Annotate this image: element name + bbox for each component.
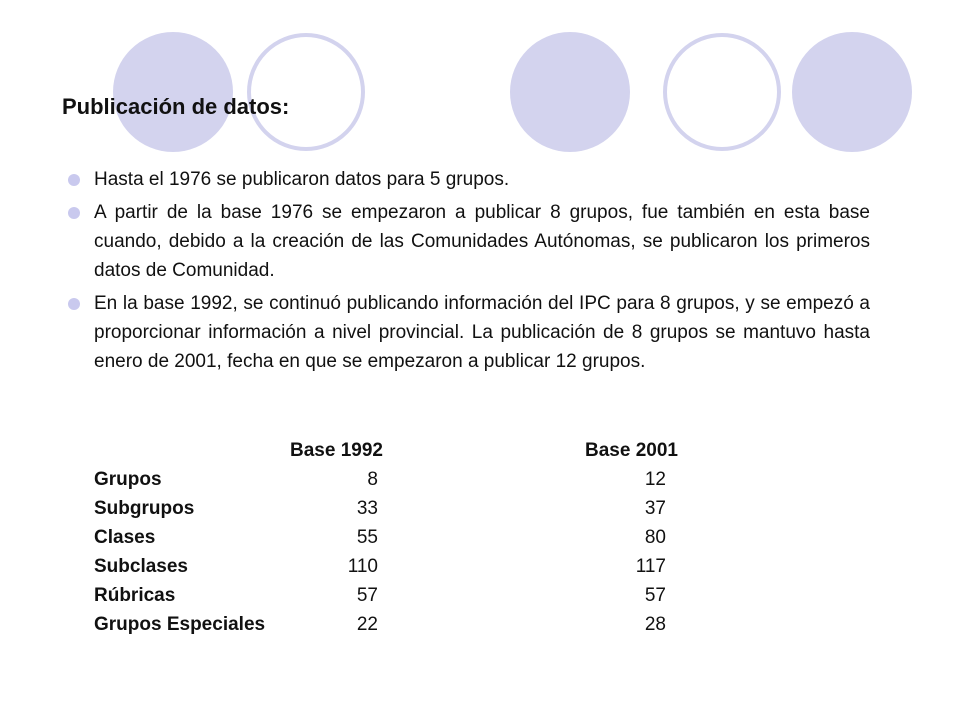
value-base-1992: 55 [356,527,378,548]
value-base-2001: 37 [644,498,666,519]
header-base-2001: Base 2001 [585,440,678,461]
filled-circle [113,32,233,152]
filled-circle [510,32,630,152]
table-row: Subgrupos 33 37 [94,494,714,523]
value-base-2001: 57 [644,585,666,606]
ring-circle [247,33,365,151]
value-base-1992: 57 [356,585,378,606]
row-label: Subclases [94,556,188,577]
row-label: Rúbricas [94,585,176,606]
table-row: Grupos Especiales 22 28 [94,610,714,639]
slide-title: Publicación de datos: [62,94,290,119]
value-base-2001: 80 [644,527,666,548]
base-comparison-table: Base 1992 Base 2001 Grupos 8 12 Subgrupo… [94,436,714,639]
value-base-1992: 110 [347,556,378,577]
table-row: Clases 55 80 [94,523,714,552]
value-base-2001: 117 [635,556,666,577]
value-base-1992: 33 [356,498,378,519]
filled-circle [792,32,912,152]
bullet-item: A partir de la base 1976 se empezaron a … [60,198,870,285]
header-base-1992: Base 1992 [290,440,383,461]
table-row: Rúbricas 57 57 [94,581,714,610]
bullet-icon [68,174,80,186]
table-row: Grupos 8 12 [94,465,714,494]
bullet-list: Hasta el 1976 se publicaron datos para 5… [60,165,870,380]
bullet-item: Hasta el 1976 se publicaron datos para 5… [60,165,870,194]
value-base-2001: 28 [644,614,666,635]
bullet-item: En la base 1992, se continuó publicando … [60,289,870,376]
row-label: Subgrupos [94,498,195,519]
value-base-1992: 22 [356,614,378,635]
value-base-2001: 12 [644,469,666,490]
value-base-1992: 8 [367,469,378,490]
decorative-circles [113,32,912,152]
bullet-icon [68,298,80,310]
table-row: Subclases 110 117 [94,552,714,581]
row-label: Clases [94,527,156,548]
row-label: Grupos [94,469,162,490]
row-label: Grupos Especiales [94,614,266,635]
bullet-text: Hasta el 1976 se publicaron datos para 5… [94,169,510,190]
bullet-text: A partir de la base 1976 se empezaron a … [94,202,870,281]
bullet-text: En la base 1992, se continuó publicando … [94,293,870,372]
table-header-row: Base 1992 Base 2001 [94,436,714,465]
bullet-icon [68,207,80,219]
ring-circle [663,33,781,151]
